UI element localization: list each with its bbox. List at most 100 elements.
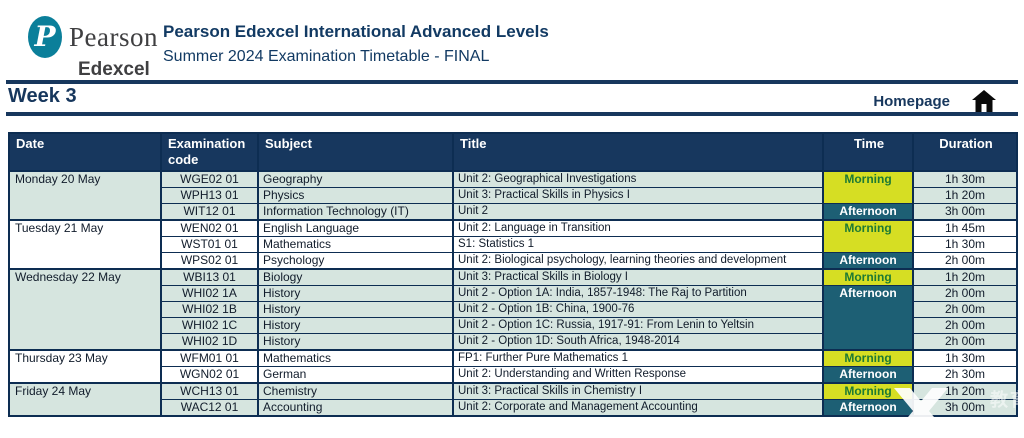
subject-cell: German [257,366,454,384]
time-badge: Afternoon [822,399,914,417]
page-subtitle: Summer 2024 Examination Timetable - FINA… [163,48,490,65]
title-cell: Unit 2: Corporate and Management Account… [452,399,824,417]
table-header-row: Date Examination code Subject Title Time… [8,132,1018,172]
subject-cell: History [257,333,454,351]
duration-cell: 3h 00m [912,399,1018,417]
subject-cell: Geography [257,170,454,188]
duration-cell: 2h 00m [912,285,1018,302]
exam-code-cell: WFM01 01 [160,349,259,367]
duration-cell: 2h 30m [912,366,1018,384]
time-badge: Morning [822,170,914,204]
subject-cell: History [257,301,454,318]
date-cell: Wednesday 22 May [8,268,162,351]
column-header-date: Date [8,132,162,172]
divider-bottom [6,112,1018,116]
time-badge: Afternoon [822,203,914,221]
title-cell: FP1: Further Pure Mathematics 1 [452,349,824,367]
time-badge: Afternoon [822,366,914,384]
divider-top [6,80,1018,84]
duration-cell: 2h 00m [912,333,1018,351]
column-header-subject: Subject [257,132,454,172]
homepage-label[interactable]: Homepage [873,92,950,110]
subject-cell: Information Technology (IT) [257,203,454,221]
exam-code-cell: WPS02 01 [160,252,259,270]
table-row: WGN02 01 German Unit 2: Understanding and … [9,366,1018,384]
home-icon[interactable] [972,90,996,112]
duration-cell: 1h 30m [912,349,1018,367]
time-badge: Morning [822,382,914,400]
subject-cell: History [257,285,454,302]
exam-code-cell: WIT12 01 [160,203,259,221]
exam-code-cell: WHI02 1B [160,301,259,318]
duration-cell: 1h 30m [912,170,1018,188]
exam-code-cell: WCH13 01 [160,382,259,400]
duration-cell: 3h 00m [912,203,1018,221]
exam-code-cell: WBI13 01 [160,268,259,286]
page-title: Pearson Edexcel International Advanced L… [163,22,549,41]
homepage-link[interactable]: Homepage [873,90,996,112]
subject-cell: Chemistry [257,382,454,400]
title-cell: Unit 3: Practical Skills in Biology I [452,268,824,286]
subject-cell: Accounting [257,399,454,417]
column-header-time: Time [822,132,914,172]
title-cell: Unit 2 - Option 1C: Russia, 1917-91: Fro… [452,317,824,334]
duration-cell: 1h 45m [912,219,1018,237]
title-cell: Unit 2 - Option 1B: China, 1900-76 [452,301,824,318]
title-cell: Unit 2: Language in Transition [452,219,824,237]
exam-code-cell: WGE02 01 [160,170,259,188]
table-row: WIT12 01 Information Technology (IT) Unit … [9,203,1018,221]
table-row: WST01 01 Mathematics S1: Statistics 1 1h 30… [9,236,1018,253]
title-cell: Unit 2: Understanding and Written Respon… [452,366,824,384]
title-cell: S1: Statistics 1 [452,236,824,253]
exam-code-cell: WST01 01 [160,236,259,253]
duration-cell: 2h 00m [912,317,1018,334]
table-row: Friday 24 May WCH13 01 Chemistry Unit 3: Pr… [8,382,1018,417]
duration-cell: 1h 20m [912,187,1018,204]
subject-cell: English Language [257,219,454,237]
duration-cell: 2h 00m [912,252,1018,270]
pearson-p-icon: P [28,16,63,58]
title-cell: Unit 2: Geographical Investigations [452,170,824,188]
time-badge: Morning [822,268,914,286]
date-cell: Monday 20 May [8,170,162,221]
title-cell: Unit 3: Practical Skills in Chemistry I [452,382,824,400]
title-cell: Unit 2 - Option 1D: South Africa, 1948-2… [452,333,824,351]
exam-code-cell: WHI02 1D [160,333,259,351]
table-row: Thursday 23 May WFM01 01 Mathematics FP1: F… [8,349,1018,384]
column-header-exam-code: Examination code [160,132,259,172]
exam-code-cell: WPH13 01 [160,187,259,204]
duration-cell: 1h 30m [912,236,1018,253]
exam-timetable: Date Examination code Subject Title Time… [8,132,1018,417]
subject-cell: Physics [257,187,454,204]
table-row: WPS02 01 Psychology Unit 2: Biological psy… [9,252,1018,270]
column-header-duration: Duration [912,132,1018,172]
pearson-edexcel-logo: P Pearson Edexcel [28,16,158,81]
table-row: Wednesday 22 May WBI13 01 Biology Unit 3: P… [8,268,1018,351]
date-cell: Thursday 23 May [8,349,162,384]
exam-code-cell: WAC12 01 [160,399,259,417]
table-row: WHI02 1D History Unit 2 - Option 1D: South… [9,333,1018,351]
title-cell: Unit 3: Practical Skills in Physics I [452,187,824,204]
duration-cell: 1h 20m [912,268,1018,286]
duration-cell: 2h 00m [912,301,1018,318]
table-row: Tuesday 21 May WEN02 01 English Language Un… [8,219,1018,270]
subject-cell: Mathematics [257,236,454,253]
table-row: WHI02 1C History Unit 2 - Option 1C: Russi… [9,317,1018,334]
time-badge: Morning [822,349,914,367]
watermark-letters: R E W [965,418,1022,430]
title-cell: Unit 2: Biological psychology, learning … [452,252,824,270]
subject-cell: Biology [257,268,454,286]
edexcel-wordmark: Edexcel [78,59,150,80]
duration-cell: 1h 20m [912,382,1018,400]
subject-cell: Psychology [257,252,454,270]
table-row: WHI02 1B History Unit 2 - Option 1B: China… [9,301,1018,318]
time-badge: Morning [822,219,914,253]
subject-cell: History [257,317,454,334]
exam-code-cell: WGN02 01 [160,366,259,384]
week-heading: Week 3 [8,85,77,107]
date-cell: Tuesday 21 May [8,219,162,270]
subject-cell: Mathematics [257,349,454,367]
table-row: WPH13 01 Physics Unit 3: Practical Skills … [9,187,1018,204]
table-row: Monday 20 May WGE02 01 Geography Unit 2: Ge… [8,170,1018,221]
